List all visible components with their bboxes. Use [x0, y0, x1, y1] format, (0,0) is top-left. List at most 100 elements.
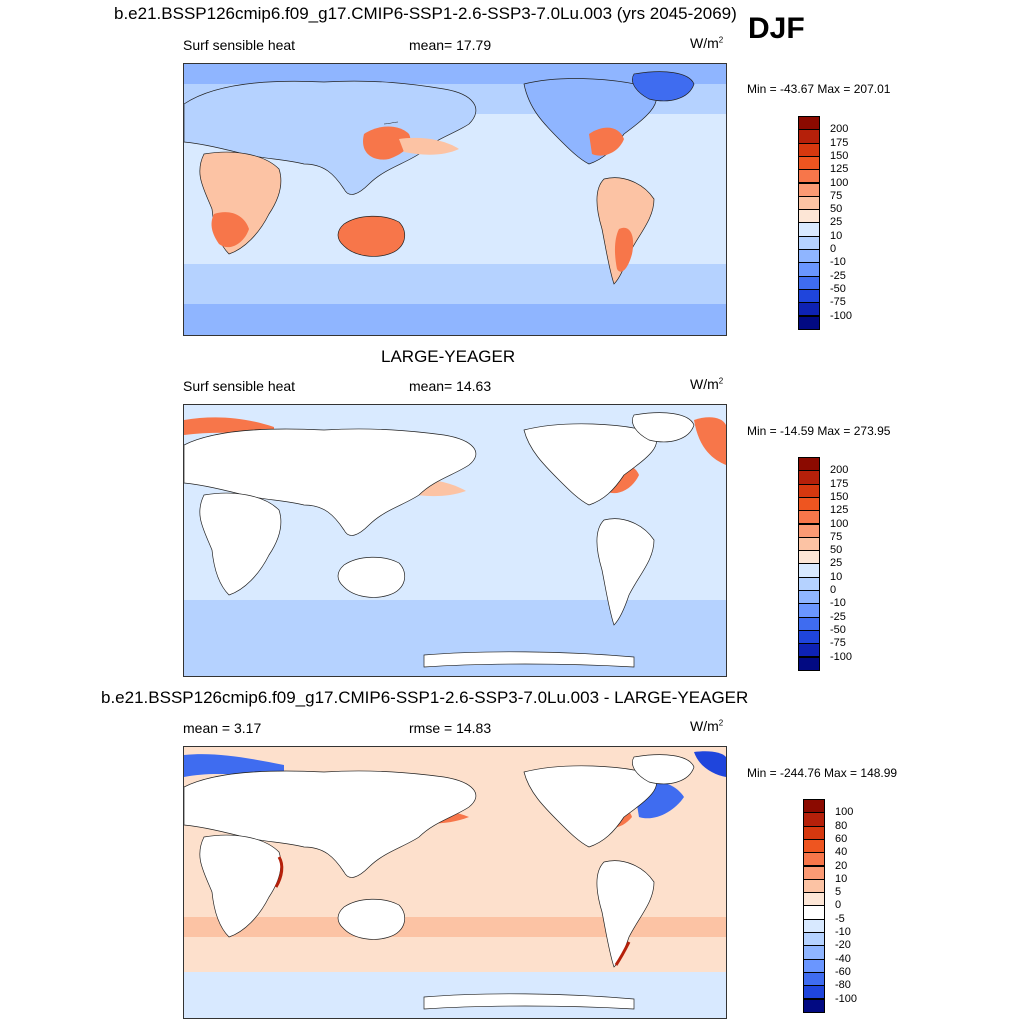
subtropical-warm-band	[184, 917, 726, 937]
colorbar-swatch	[803, 958, 825, 973]
australia-landmass	[337, 556, 406, 598]
gulf-stream-warm	[589, 127, 624, 156]
panel1-unit-label: W/m2	[690, 35, 724, 51]
colorbar-tick-label: 40	[835, 846, 848, 859]
colorbar-tick-label: 0	[830, 584, 837, 596]
south-america-landmass	[596, 518, 655, 626]
colorbar-tick-label: 175	[830, 477, 849, 490]
colorbar-swatch	[803, 838, 825, 854]
colorbar-swatch	[803, 998, 825, 1013]
north-america-landmass	[523, 423, 657, 506]
colorbar-tick-label: 20	[835, 859, 848, 872]
colorbar-swatch	[803, 852, 825, 867]
colorbar-swatch	[803, 945, 825, 960]
colorbar-tick-label: -40	[835, 952, 851, 965]
colorbar-tick-label: -100	[830, 650, 853, 663]
colorbar-swatch	[798, 182, 820, 197]
kuroshio-plume	[399, 137, 459, 155]
colorbar-tick-label: -75	[830, 637, 846, 650]
colorbar-swatch	[803, 865, 825, 880]
panel1-mean-label: mean= 17.79	[409, 37, 492, 53]
africa-landmass	[199, 492, 282, 596]
greenland-landmass	[632, 754, 695, 785]
coastal-warm-edge	[274, 856, 284, 888]
colorbar-swatch	[798, 275, 820, 290]
colorbar-swatch	[798, 209, 820, 224]
colorbar-tick-label: 100	[830, 176, 849, 189]
colorbar-swatch	[798, 536, 820, 552]
colorbar-swatch	[803, 812, 825, 827]
panel2-title: LARGE-YEAGER	[381, 347, 516, 366]
colorbar-swatch	[803, 971, 825, 987]
colorbar-swatch	[803, 918, 825, 933]
colorbar-swatch	[798, 603, 820, 618]
colorbar-swatch	[798, 643, 820, 658]
colorbar-swatch	[803, 878, 825, 894]
colorbar-tick-label: -10	[830, 597, 846, 610]
colorbar-swatch	[798, 523, 820, 538]
colorbar-swatch	[798, 129, 820, 144]
colorbar-swatch	[798, 142, 820, 157]
colorbar-tick-label: -75	[830, 296, 846, 309]
colorbar-swatch	[798, 470, 820, 485]
australia-landmass	[337, 215, 406, 257]
colorbar-swatch	[798, 249, 820, 264]
colorbar-tick-label: -100	[835, 992, 858, 1005]
panel1-variable-label: Surf sensible heat	[183, 37, 296, 53]
panel3-map-svg	[184, 751, 726, 1018]
colorbar-tick-label: -100	[830, 309, 853, 322]
colorbar-swatch	[798, 576, 820, 591]
colorbar-tick-label: -50	[830, 623, 846, 636]
panel2-variable-label: Surf sensible heat	[183, 378, 296, 394]
colorbar-tick-label: 0	[835, 899, 842, 912]
colorbar-swatch	[798, 483, 820, 498]
colorbar-tick-label: -10	[835, 926, 851, 938]
colorbar-tick-label: -20	[835, 939, 851, 952]
panel1-map-svg	[184, 64, 726, 335]
africa-landmass	[199, 834, 282, 938]
panel2-map	[183, 404, 727, 677]
colorbar-tick-label: 25	[830, 216, 843, 229]
colorbar-swatch	[798, 656, 820, 671]
colorbar-swatch	[803, 985, 825, 1000]
colorbar-tick-label: 10	[830, 229, 843, 242]
colorbar-tick-label: 10	[835, 872, 848, 885]
colorbar-swatch	[803, 825, 825, 840]
panel3-minmax-label: Min = -244.76 Max = 148.99	[747, 766, 898, 780]
colorbar-tick-label: 25	[830, 557, 843, 570]
kuroshio-warm-area	[363, 126, 411, 160]
colorbar-swatch	[798, 116, 820, 131]
colorbar-tick-label: 175	[830, 136, 849, 149]
coastal-warm-edge	[614, 941, 631, 966]
colorbar-swatch	[798, 169, 820, 184]
colorbar-swatch	[798, 288, 820, 304]
colorbar-tick-label: 80	[835, 819, 848, 832]
colorbar-tick-label: 50	[830, 203, 843, 216]
colorbar-tick-label: 125	[830, 504, 849, 517]
colorbar-tick-label: -60	[835, 965, 851, 978]
colorbar-swatch	[798, 616, 820, 631]
colorbar-swatch	[798, 550, 820, 565]
colorbar-tick-label: 60	[835, 832, 848, 845]
colorbar-tick-label: 100	[830, 517, 849, 530]
south-ocean-band	[184, 264, 726, 304]
colorbar-tick-label: 50	[830, 544, 843, 557]
colorbar-tick-label: -5	[835, 912, 845, 925]
colorbar-swatch	[798, 155, 820, 171]
patagonia-warm	[614, 227, 634, 272]
colorbar-swatch	[803, 799, 825, 814]
southern-africa-warm	[211, 212, 249, 248]
greenland-landmass	[632, 412, 695, 443]
colorbar-swatch	[798, 629, 820, 645]
colorbar-tick-label: -25	[830, 610, 846, 623]
antarctica-landmass	[423, 993, 635, 1010]
colorbar-swatch	[798, 302, 820, 317]
colorbar-swatch	[798, 262, 820, 277]
greenland-landmass	[632, 71, 695, 102]
australia-landmass	[337, 898, 406, 940]
eurasia-landmass	[184, 770, 477, 878]
colorbar-swatch	[798, 590, 820, 605]
panel2-mean-label: mean= 14.63	[409, 378, 492, 394]
colorbar-tick-label: -50	[830, 282, 846, 295]
panel3-map	[183, 746, 727, 1019]
